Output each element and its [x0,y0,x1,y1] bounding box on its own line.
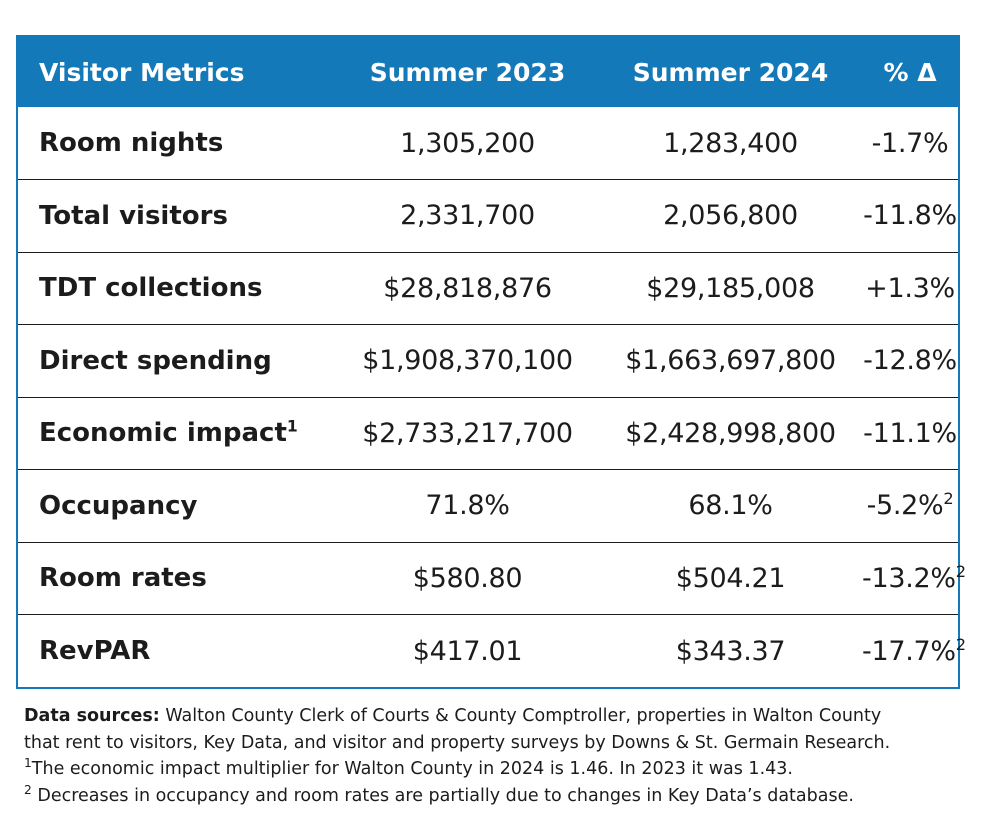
table-row-total-visitors: Total visitors 2,331,700 2,056,800 -11.8… [18,179,958,253]
percent-change-value: -11.1% [863,417,957,449]
metric-label: Direct spending [39,345,272,376]
footnote-2: 2 Decreases in occupancy and room rates … [24,783,964,810]
footnote-2-marker: 2 [24,782,32,797]
summer-2023-value: $417.01 [412,635,523,667]
metric-label: Occupancy [39,490,198,521]
metric-label: Economic impact1 [39,417,298,449]
percent-change-value: -12.8% [863,345,957,377]
data-sources-line-2: that rent to visitors, Key Data, and vis… [24,732,891,753]
percent-change-value: +1.3% [865,272,955,304]
percent-change-value: -17.7%2 [862,634,966,667]
summer-2023-value: 1,305,200 [400,127,535,159]
footnote-1-marker: 1 [24,756,32,771]
metric-label: TDT collections [39,273,263,304]
table-row-tdt-collections: TDT collections $28,818,876 $29,185,008 … [18,252,958,325]
table-notes: Data sources: Walton County Clerk of Cou… [24,703,964,809]
header-percent-change: % Δ [883,57,937,87]
summer-2023-value: $580.80 [412,562,523,594]
visitor-metrics-table: Visitor Metrics Summer 2023 Summer 2024 … [18,37,966,688]
table-row-economic-impact: Economic impact1 $2,733,217,700 $2,428,9… [18,397,958,470]
data-sources-line-1: Data sources: Walton County Clerk of Cou… [24,703,964,730]
summer-2024-value: 68.1% [688,490,773,522]
footnote-2-text: Decreases in occupancy and room rates ar… [31,785,854,806]
metric-label: RevPAR [39,636,151,666]
summer-2023-value: $1,908,370,100 [362,345,573,377]
table-row-room-rates: Room rates $580.80 $504.21 -13.2%2 [18,542,966,615]
summer-2024-value: 2,056,800 [663,200,798,232]
summer-2024-value: 1,283,400 [663,127,798,159]
table-row-revpar: RevPAR $417.01 $343.37 -17.7%2 [18,614,966,688]
summer-2023-value: 71.8% [425,490,510,522]
metric-label: Room nights [39,128,224,158]
percent-change-value: -5.2%2 [866,489,954,522]
percent-change-value: -1.7% [871,127,949,159]
summer-2023-value: 2,331,700 [400,200,535,232]
summer-2023-value: $28,818,876 [383,272,552,304]
footnote-1: 1The economic impact multiplier for Walt… [24,756,964,783]
metric-label: Total visitors [39,200,228,231]
header-summer-2023: Summer 2023 [369,57,566,87]
table-header-row: Visitor Metrics Summer 2023 Summer 2024 … [18,37,958,107]
visitor-metrics-table-container: Visitor Metrics Summer 2023 Summer 2024 … [16,35,966,689]
percent-change-value: -13.2%2 [862,561,966,594]
table-row-room-nights: Room nights 1,305,200 1,283,400 -1.7% [18,107,958,180]
summer-2023-value: $2,733,217,700 [362,417,573,449]
metric-label: Room rates [39,563,207,594]
summer-2024-value: $29,185,008 [646,272,815,304]
summer-2024-value: $2,428,998,800 [625,417,836,449]
summer-2024-value: $343.37 [675,635,786,667]
data-sources-text-1: Walton County Clerk of Courts & County C… [159,706,882,726]
percent-change-value: -11.8% [863,200,957,232]
footnote-1-text: The economic impact multiplier for Walto… [31,759,793,779]
data-sources-label: Data sources: [24,706,160,726]
table-row-occupancy: Occupancy 71.8% 68.1% -5.2%2 [18,469,958,543]
table-row-direct-spending: Direct spending $1,908,370,100 $1,663,69… [18,324,958,398]
header-summer-2024: Summer 2024 [632,57,829,87]
summer-2024-value: $1,663,697,800 [625,345,836,377]
summer-2024-value: $504.21 [675,562,786,594]
header-visitor-metrics: Visitor Metrics [39,57,245,87]
